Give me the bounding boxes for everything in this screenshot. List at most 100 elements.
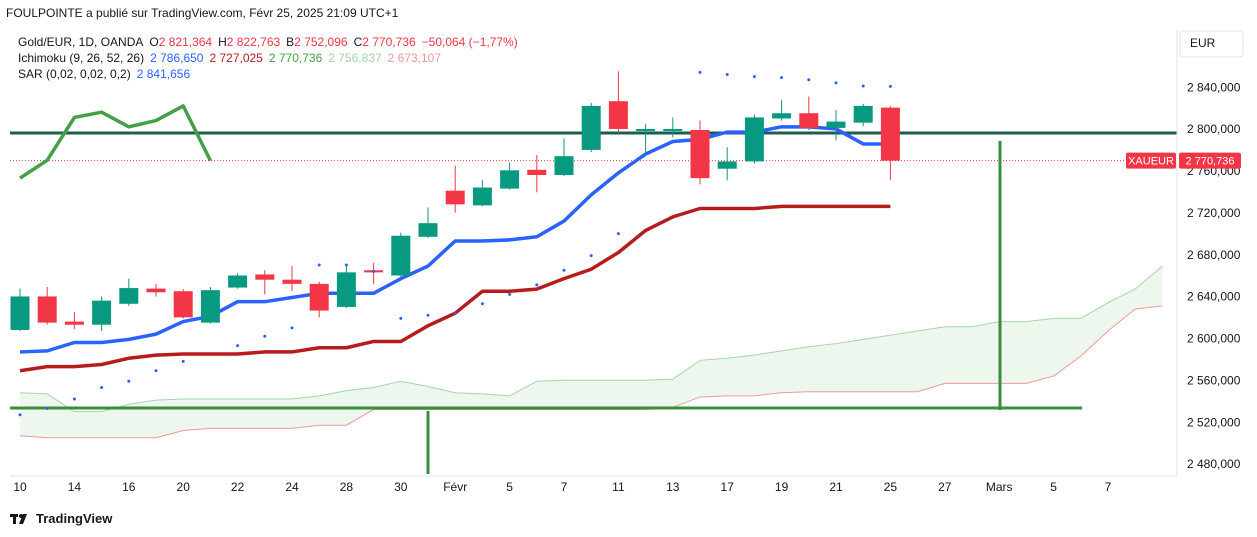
sar-dot [589, 254, 593, 258]
candle-body [391, 235, 411, 276]
currency-label: EUR [1190, 36, 1216, 50]
candle-body [853, 105, 873, 123]
sar-dot [263, 334, 267, 338]
x-tick-label: 7 [561, 480, 568, 494]
cloud-span-line [19, 305, 1163, 439]
indicator-readout: 2 786,650 [150, 51, 204, 65]
x-tick-label: 28 [340, 480, 354, 494]
x-tick-label: 16 [122, 480, 136, 494]
x-tick-label: 22 [231, 480, 245, 494]
x-tick-label: 13 [666, 480, 680, 494]
ohlc-value: 2 752,096 [294, 35, 348, 49]
sar-dot [480, 302, 484, 306]
x-tick-label: 21 [829, 480, 843, 494]
y-tick-label: 2 680,000 [1187, 248, 1241, 262]
candle-body [880, 107, 900, 161]
candle-body [772, 113, 792, 119]
currency-button[interactable] [1179, 30, 1244, 58]
ohlc-value: 2 822,763 [226, 35, 281, 49]
x-tick-label: 20 [177, 480, 191, 494]
candle-body [799, 113, 819, 128]
x-tick-label: 5 [506, 480, 513, 494]
y-tick-label: 2 720,000 [1187, 206, 1241, 220]
y-tick-label: 2 520,000 [1187, 415, 1241, 429]
ohlc-key: C [353, 35, 363, 49]
sar-dot [508, 292, 512, 296]
sar-dot [181, 359, 185, 363]
ohlc-item: B2 752,096 [286, 34, 347, 50]
candle-body [309, 283, 329, 311]
indicator-readout: 2 727,025 [209, 51, 263, 65]
y-tick-label: 2 480,000 [1187, 457, 1241, 471]
candle-body [608, 101, 628, 129]
sar-dot [45, 406, 49, 410]
x-tick-label: 17 [721, 480, 735, 494]
ohlc-value: 2 770,736 [362, 35, 416, 49]
y-tick-label: 2 800,000 [1187, 122, 1241, 136]
legend: Gold/EUR, 1D, OANDA O2 821,364 H2 822,763 B… [18, 34, 518, 82]
sar-dot [562, 268, 566, 272]
candle-body [173, 291, 193, 318]
candle-body [663, 128, 683, 132]
legend-row: Ichimoku (9, 26, 52, 26) 2 786,650 2 727,0… [18, 50, 518, 66]
candle-body [636, 128, 656, 132]
x-tick-label: 10 [13, 480, 27, 494]
indicator-readout: 2 770,736 [268, 51, 323, 65]
indicator-name: SAR (0,02, 0,02, 0,2) [18, 67, 131, 81]
legend-change: −50,064 (−1,77%) [421, 35, 518, 49]
ohlc-key: B [286, 35, 295, 49]
ohlc-key: O [149, 35, 159, 49]
candle-body [527, 169, 547, 176]
candle-body [37, 296, 57, 323]
brand-name: TradingView [36, 511, 113, 526]
candle-body [418, 223, 438, 237]
x-tick-label: 14 [68, 480, 82, 494]
sar-dot [725, 72, 729, 76]
sar-dot [535, 283, 539, 287]
ohlc-value: 2 821,364 [158, 35, 213, 49]
sar-dot [834, 81, 838, 85]
legend-symbol: Gold/EUR, 1D, OANDA [18, 35, 144, 49]
candle-body [228, 275, 248, 288]
sar-dot [100, 386, 104, 390]
x-tick-label: Mars [986, 480, 1013, 494]
sar-dot [372, 269, 376, 273]
candle-body [92, 300, 112, 325]
sar-dot [317, 263, 321, 267]
candle-body [500, 170, 520, 189]
candle-body [445, 190, 465, 205]
x-tick-label: 19 [775, 480, 789, 494]
sar-dot [861, 84, 865, 88]
ohlc-item: O2 821,364 [149, 34, 212, 50]
sar-dot [344, 263, 348, 267]
candle-body [282, 279, 302, 284]
publish-header: FOULPOINTE a publié sur TradingView.com,… [6, 6, 399, 20]
back-layer [10, 160, 1177, 439]
indicator-readout: 2 841,656 [136, 67, 191, 81]
cloud-span-line [19, 265, 1163, 413]
candle-body [200, 290, 220, 323]
x-tick-label: 7 [1105, 480, 1112, 494]
indicator-line [19, 204, 891, 373]
y-tick-label: 2 840,000 [1187, 80, 1241, 94]
candle-body [146, 288, 166, 293]
candle-body [472, 187, 492, 206]
candle-body [255, 274, 275, 280]
x-tick-label: 11 [612, 480, 625, 494]
symbol-tag-label: XAUEUR [1128, 156, 1174, 168]
brand-logo [10, 513, 27, 524]
candle-body [10, 296, 30, 330]
footer: TradingView [10, 511, 112, 526]
x-tick-label: 27 [938, 480, 952, 494]
sar-dot [72, 397, 76, 401]
indicator-name: Ichimoku (9, 26, 52, 26) [18, 51, 145, 65]
sar-dot [807, 78, 811, 82]
x-tick-label: Févr [443, 480, 467, 494]
sar-dot [399, 316, 403, 320]
candle-body [554, 156, 574, 176]
sar-dot [426, 313, 430, 317]
candle-body [336, 272, 356, 307]
front-layer: 2 480,000 2 520,000 2 560,000 2 600,000 2 64… [10, 70, 1241, 494]
tag-layer: XAUEUR 2 770,736 [1126, 152, 1241, 169]
